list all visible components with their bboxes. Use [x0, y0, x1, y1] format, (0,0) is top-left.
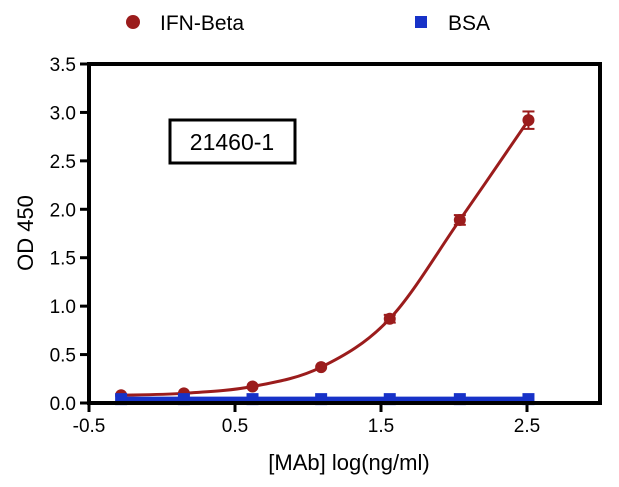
point-IFN-Beta [383, 312, 396, 325]
y-tick-label: 1.0 [50, 297, 76, 318]
legend: IFN-Beta BSA [126, 12, 490, 35]
x-tick-label: 0.5 [222, 416, 248, 437]
x-tick-label: 2.5 [514, 416, 540, 437]
y-tick-label: 0.0 [50, 394, 76, 415]
point-IFN-Beta [453, 213, 466, 226]
x-tick-label: -0.5 [73, 416, 106, 437]
fit-curve-IFN-Beta [121, 119, 530, 397]
y-tick-label: 2.5 [50, 152, 76, 173]
y-tick-label: 0.5 [50, 346, 76, 367]
plot-frame [87, 62, 602, 405]
y-tick-label: 3.5 [50, 55, 76, 76]
y-tick-label: 1.5 [50, 249, 76, 270]
point-IFN-Beta [522, 114, 535, 127]
y-axis-label: OD 450 [13, 195, 38, 271]
point-IFN-Beta [315, 361, 328, 374]
legend-label: IFN-Beta [160, 12, 244, 35]
y-tick-label: 2.0 [50, 200, 76, 221]
x-axis-label: [MAb] log(ng/ml) [268, 450, 429, 475]
point-IFN-Beta [246, 380, 259, 393]
legend-marker-square [415, 16, 427, 28]
y-tick-label: 3.0 [50, 103, 76, 124]
axis-ticks: 0.0 0.5 1.0 1.5 2.0 2.5 3.0 3.5 -0.5 0.5 1.5 2.5 [50, 55, 541, 437]
legend-label: BSA [448, 12, 490, 35]
annotation-label: 21460-1 [190, 129, 274, 155]
legend-marker-circle [126, 15, 140, 29]
annotation-box [168, 118, 297, 165]
x-tick-label: 1.5 [368, 416, 394, 437]
